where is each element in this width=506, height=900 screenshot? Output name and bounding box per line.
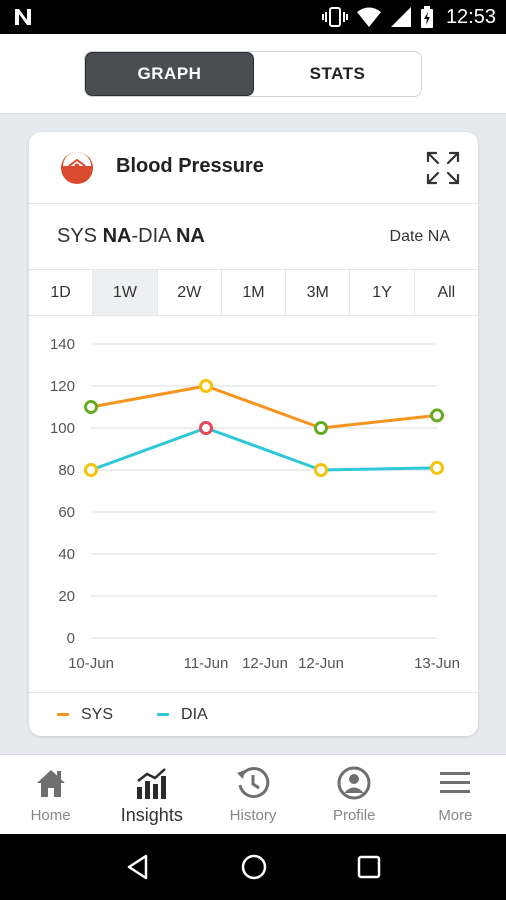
sys-value: NA bbox=[102, 225, 132, 247]
range-tab-1d[interactable]: 1D bbox=[29, 270, 94, 315]
reading-row: SYS NA-DIA NA Date NA bbox=[29, 204, 478, 270]
vibrate-icon bbox=[321, 7, 348, 27]
legend-item-sys[interactable]: SYS bbox=[57, 706, 113, 724]
signal-icon bbox=[390, 7, 411, 27]
legend-label-dia: DIA bbox=[181, 705, 208, 723]
notification-n-icon bbox=[15, 9, 31, 25]
home-icon bbox=[36, 770, 65, 797]
nav-history-label: History bbox=[229, 807, 277, 824]
sys-label: SYS bbox=[57, 225, 98, 247]
nav-more-label: More bbox=[438, 807, 473, 824]
insights-icon bbox=[136, 768, 166, 799]
x-tick-label: 12-Jun bbox=[242, 655, 288, 672]
x-tick-label: 12-Jun bbox=[298, 655, 344, 672]
data-point-dia bbox=[314, 463, 328, 477]
range-tab-1w[interactable]: 1W bbox=[93, 270, 158, 315]
recents-icon[interactable] bbox=[356, 854, 382, 880]
y-tick-label: 140 bbox=[50, 336, 75, 353]
dia-label: DIA bbox=[138, 225, 171, 247]
nav-profile-label: Profile bbox=[332, 807, 376, 824]
y-tick-label: 60 bbox=[58, 504, 75, 521]
range-tab-1m[interactable]: 1M bbox=[222, 270, 287, 315]
blood-pressure-card: Blood Pressure SYS NA-DIA NA Date NA 1D … bbox=[29, 132, 478, 736]
y-tick-label: 20 bbox=[58, 588, 75, 605]
status-bar: 12:53 bbox=[0, 0, 506, 34]
nav-history[interactable]: History bbox=[202, 755, 303, 834]
y-tick-label: 0 bbox=[67, 630, 75, 647]
back-icon[interactable] bbox=[124, 853, 152, 881]
data-point-sys bbox=[430, 408, 444, 423]
home-circle-icon[interactable] bbox=[239, 852, 269, 882]
blood-pressure-chart: 0 20 40 60 80 100 120 140 10-Jun 11-Jun 12-Jun 12-J… bbox=[50, 336, 460, 672]
range-tab-1y[interactable]: 1Y bbox=[350, 270, 415, 315]
nav-home[interactable]: Home bbox=[0, 755, 101, 834]
reading-date: Date NA bbox=[389, 228, 450, 245]
data-point-dia bbox=[84, 463, 98, 477]
nav-profile[interactable]: Profile bbox=[304, 755, 405, 834]
y-tick-label: 80 bbox=[58, 462, 75, 479]
y-tick-label: 100 bbox=[50, 420, 75, 437]
legend-label-sys: SYS bbox=[81, 705, 114, 723]
card-header: Blood Pressure bbox=[29, 132, 478, 204]
expand-icon[interactable] bbox=[426, 151, 460, 185]
system-nav-bar bbox=[0, 834, 506, 900]
data-point-sys bbox=[199, 379, 213, 393]
battery-charging-icon bbox=[420, 6, 433, 28]
view-toggle-area: GRAPH STATS bbox=[0, 34, 506, 114]
y-tick-label: 120 bbox=[50, 378, 75, 395]
nav-insights-label: Insights bbox=[120, 805, 183, 825]
dia-value: NA bbox=[175, 225, 205, 247]
data-point-dia bbox=[199, 421, 213, 435]
reading-separator: - bbox=[131, 225, 139, 247]
nav-more[interactable]: More bbox=[405, 755, 506, 834]
legend-swatch-dia bbox=[157, 713, 170, 716]
range-tab-2w[interactable]: 2W bbox=[158, 270, 222, 315]
card-title: Blood Pressure bbox=[116, 155, 264, 177]
y-tick-label: 40 bbox=[58, 546, 75, 563]
data-point-dia bbox=[430, 460, 444, 475]
series-line-sys bbox=[90, 384, 438, 430]
range-tab-3m[interactable]: 3M bbox=[286, 270, 351, 315]
nav-insights[interactable]: Insights bbox=[101, 755, 202, 834]
profile-icon bbox=[337, 766, 371, 800]
range-tabs: 1D 1W 2W 1M 3M 1Y All bbox=[29, 270, 478, 316]
nav-home-label: Home bbox=[30, 807, 71, 824]
chart-legend: SYS DIA bbox=[29, 692, 478, 736]
status-time: 12:53 bbox=[445, 5, 496, 28]
legend-item-dia[interactable]: DIA bbox=[157, 706, 208, 724]
series-line-dia bbox=[90, 426, 438, 472]
blood-pressure-gauge-icon bbox=[61, 152, 93, 184]
legend-swatch-sys bbox=[57, 713, 69, 716]
stats-tab[interactable]: STATS bbox=[309, 64, 366, 83]
menu-icon bbox=[440, 772, 471, 793]
x-tick-label: 10-Jun bbox=[68, 655, 114, 672]
graph-tab[interactable]: GRAPH bbox=[85, 52, 254, 96]
bottom-nav: Home Insights History Profile bbox=[0, 754, 506, 834]
x-tick-label: 13-Jun bbox=[414, 655, 460, 672]
x-tick-label: 11-Jun bbox=[184, 655, 229, 672]
data-point-sys bbox=[84, 400, 98, 414]
range-tab-all[interactable]: All bbox=[437, 283, 456, 301]
view-toggle: GRAPH STATS bbox=[84, 51, 422, 97]
wifi-icon bbox=[356, 7, 381, 27]
data-point-sys bbox=[314, 421, 328, 435]
bp-reading: SYS NA-DIA NA bbox=[57, 225, 205, 248]
history-icon bbox=[237, 767, 270, 799]
